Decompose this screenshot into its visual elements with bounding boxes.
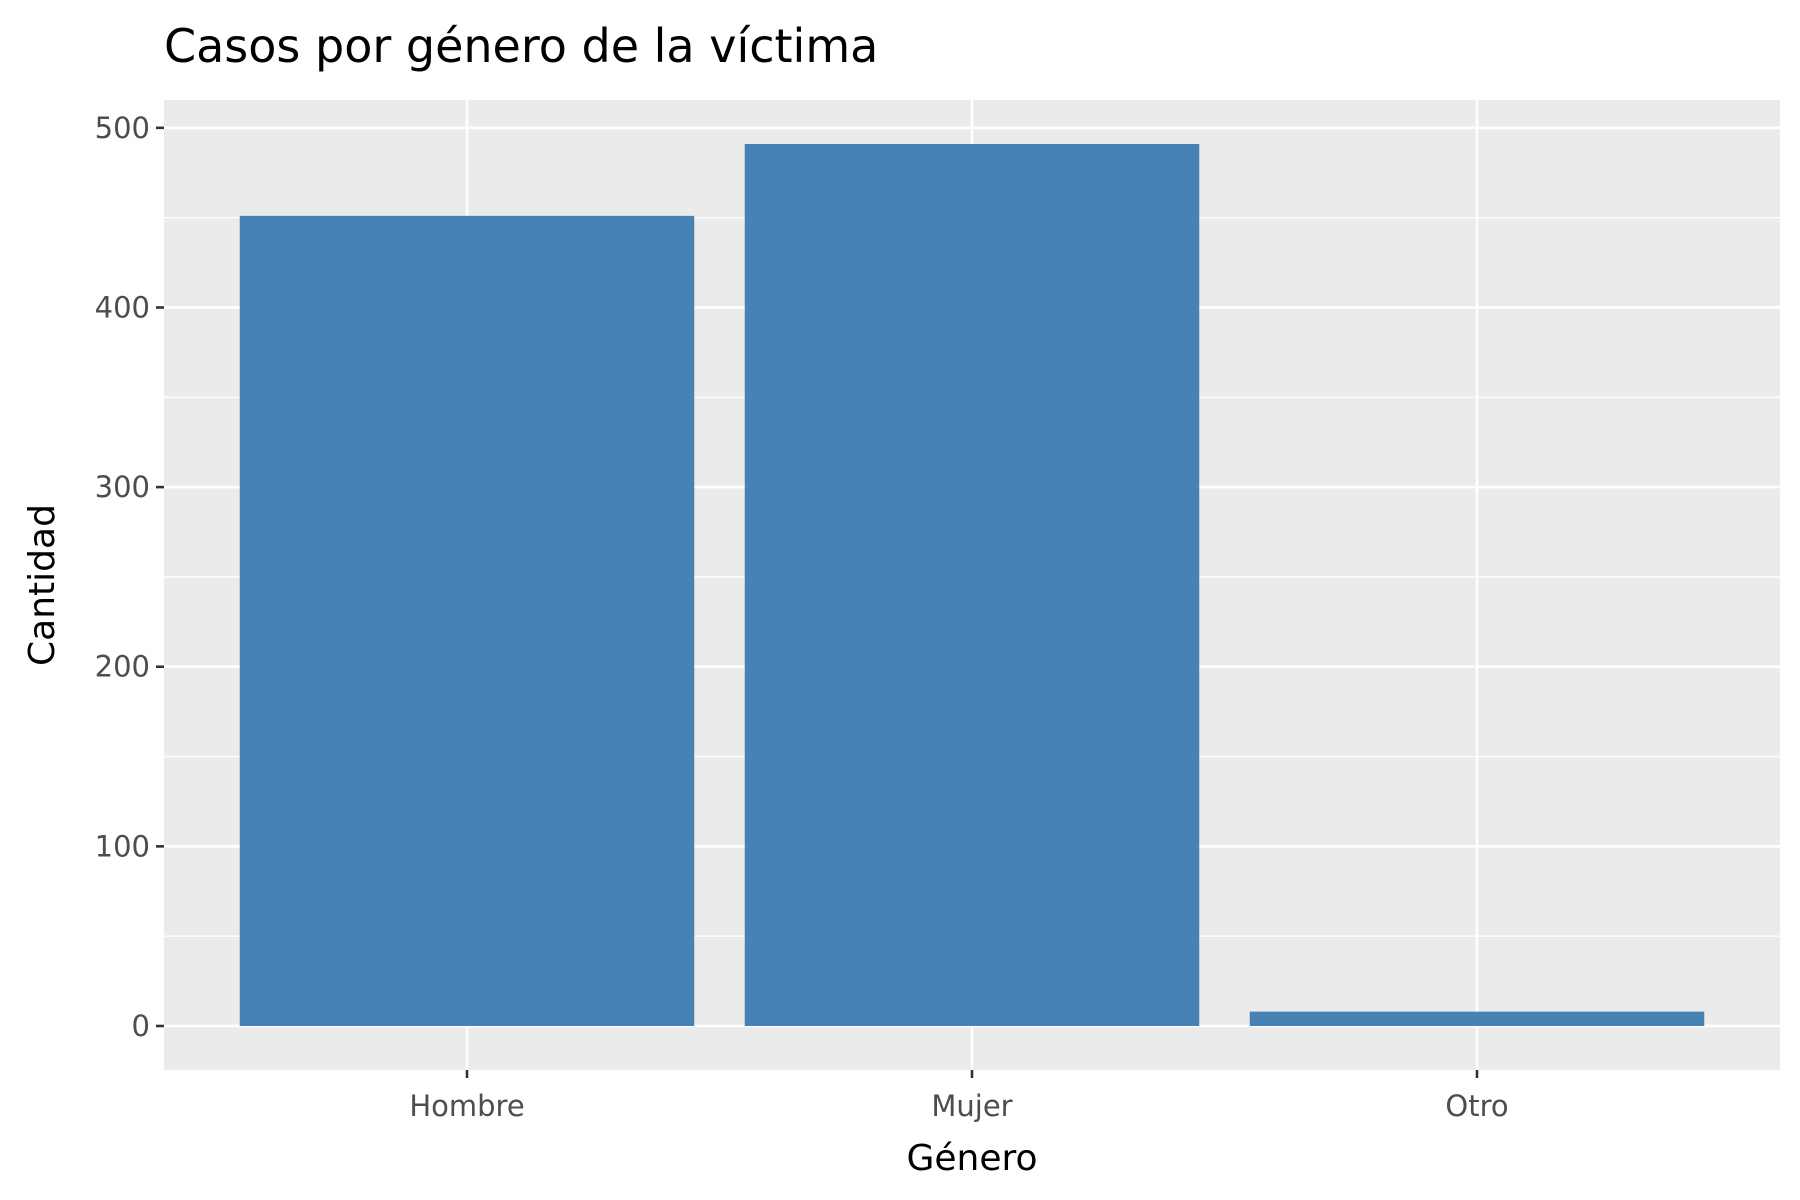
y-axis-title: Cantidad [22,504,63,666]
y-tick-label: 500 [95,111,150,145]
x-axis: Hombre Mujer Otro [409,1070,1509,1123]
bars-group [239,144,1705,1026]
y-tick-label: 300 [95,470,150,504]
x-tick-label: Mujer [931,1089,1012,1123]
y-tick-label: 400 [95,290,150,324]
x-tick-label: Otro [1445,1089,1508,1123]
chart-title: Casos por género de la víctima [164,19,878,73]
bar-mujer [744,144,1200,1026]
bar-otro [1249,1011,1705,1026]
y-tick-label: 200 [95,650,150,684]
y-tick-label: 100 [95,829,150,863]
x-axis-title: Género [906,1138,1037,1179]
y-tick-label: 0 [132,1009,150,1043]
bar-hombre [239,215,695,1026]
x-tick-label: Hombre [409,1089,524,1123]
y-axis: 0 100 200 300 400 500 [95,111,164,1043]
